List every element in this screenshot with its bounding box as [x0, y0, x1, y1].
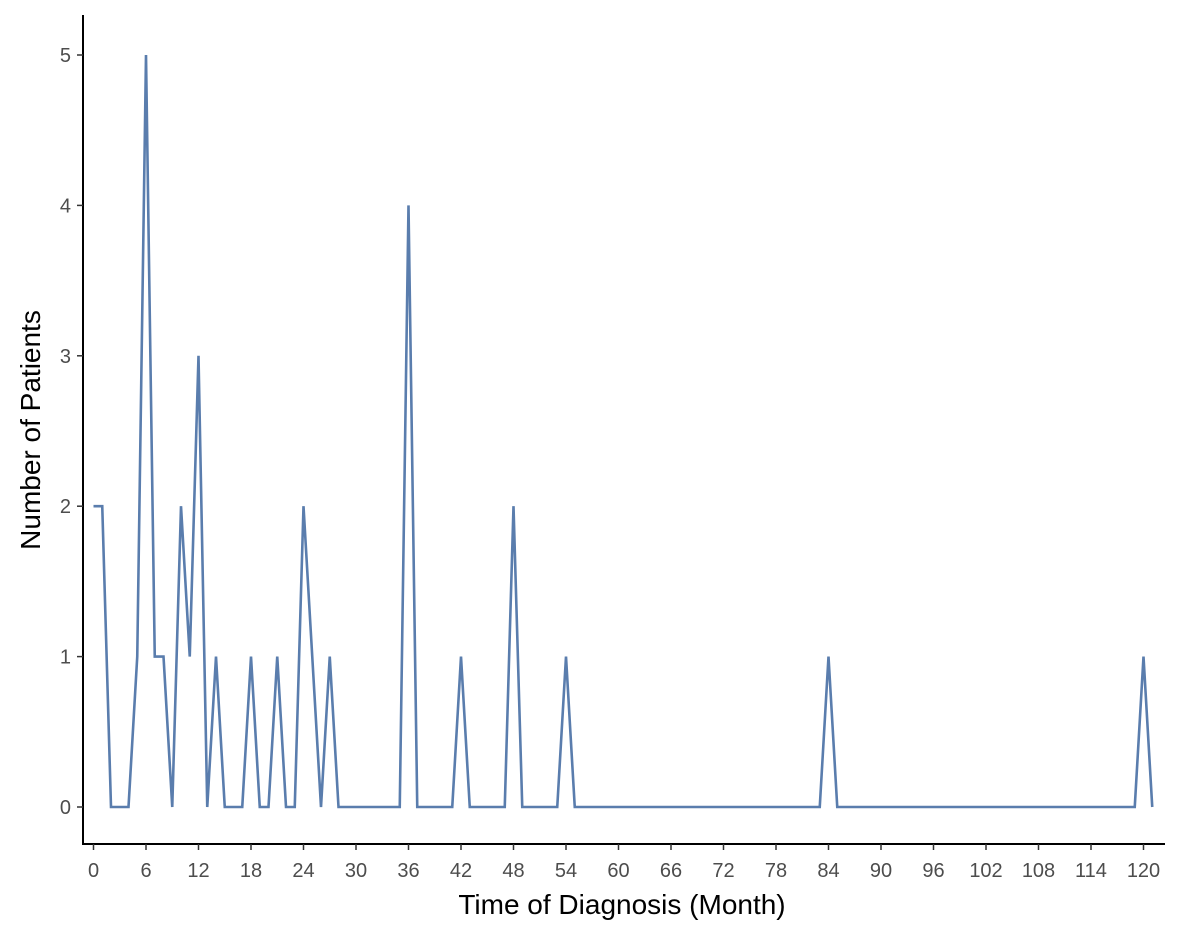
x-tick-label: 78: [765, 860, 787, 882]
x-tick-label: 60: [607, 860, 629, 882]
x-tick-label: 6: [140, 860, 151, 882]
x-tick-label: 24: [292, 860, 314, 882]
x-axis-ticks: 0 6 12 18 24 30 36 42 48 54 60 66 72 78 84 90 96 102 108 11…: [88, 844, 1160, 882]
x-tick-label: 36: [397, 860, 419, 882]
x-axis-title: Time of Diagnosis (Month): [458, 889, 785, 920]
x-tick-label: 108: [1022, 860, 1055, 882]
y-axis-ticks: 0 1 2 3 4 5: [60, 45, 83, 819]
x-tick-label: 120: [1127, 860, 1160, 882]
plot-area: [93, 54, 1154, 809]
y-tick-label: 0: [60, 797, 71, 819]
x-tick-label: 84: [817, 860, 839, 882]
y-tick-label: 5: [60, 45, 71, 67]
x-tick-label: 54: [555, 860, 577, 882]
series-line: [93, 54, 1154, 809]
x-tick-label: 0: [88, 860, 99, 882]
y-axis-title: Number of Patients: [15, 310, 46, 550]
x-tick-label: 12: [187, 860, 209, 882]
y-tick-label: 1: [60, 647, 71, 669]
x-tick-label: 48: [502, 860, 524, 882]
x-tick-label: 30: [345, 860, 367, 882]
y-tick-label: 2: [60, 496, 71, 518]
x-tick-label: 114: [1075, 860, 1107, 882]
x-tick-label: 72: [712, 860, 734, 882]
x-tick-label: 18: [240, 860, 262, 882]
x-tick-label: 66: [660, 860, 682, 882]
x-tick-label: 42: [450, 860, 472, 882]
y-tick-label: 4: [60, 195, 71, 217]
x-tick-label: 102: [969, 860, 1002, 882]
x-tick-label: 90: [870, 860, 892, 882]
x-tick-label: 96: [922, 860, 944, 882]
y-tick-label: 3: [60, 346, 71, 368]
